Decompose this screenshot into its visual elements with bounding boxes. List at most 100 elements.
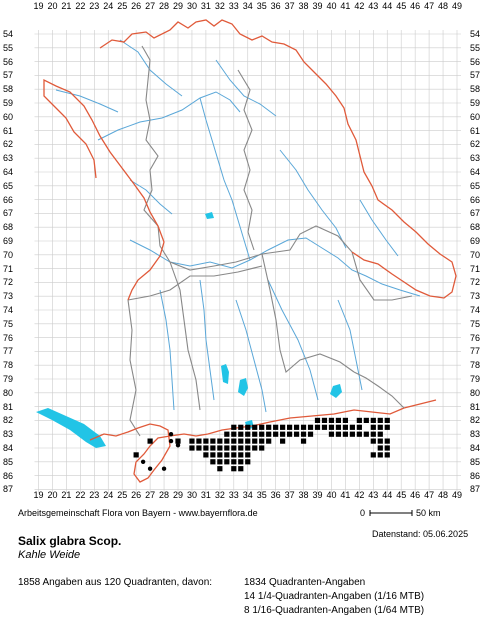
y-label: 71 (3, 263, 14, 274)
y-label: 63 (470, 153, 481, 164)
occurrence-square (377, 438, 383, 444)
occurrence-square (224, 452, 230, 458)
x-label: 39 (312, 1, 323, 11)
x-label: 37 (284, 490, 295, 500)
y-label: 74 (470, 305, 481, 315)
occurrence-square (224, 445, 230, 451)
y-label: 78 (3, 360, 14, 371)
occurrence-square (356, 417, 362, 423)
occurrence-square (287, 431, 293, 437)
x-label: 34 (242, 490, 253, 500)
x-label: 45 (396, 1, 407, 11)
y-label: 69 (3, 236, 14, 246)
occurrence-square (384, 452, 390, 458)
occurrence-square (252, 445, 258, 451)
x-label: 27 (145, 490, 156, 500)
occurrence-square (356, 431, 362, 437)
occurrence-square (287, 424, 293, 430)
x-label: 42 (354, 1, 365, 11)
occurrence-square (238, 438, 244, 444)
x-label: 30 (186, 1, 197, 11)
x-label: 22 (75, 1, 86, 11)
occurrence-square (335, 417, 342, 423)
occurrence-square (307, 424, 314, 430)
occurrence-square (252, 424, 258, 430)
y-label: 72 (470, 277, 481, 288)
occurrence-square (231, 466, 237, 472)
occurrence-square (280, 438, 286, 444)
y-label: 55 (3, 42, 14, 53)
occurrence-square (307, 431, 314, 437)
occurrence-square (370, 431, 376, 437)
x-label: 38 (298, 490, 309, 500)
x-label: 41 (340, 490, 351, 500)
occurrence-dot (140, 459, 146, 464)
y-label: 86 (470, 470, 481, 481)
occurrence-square (349, 431, 355, 437)
y-label: 54 (470, 29, 481, 39)
occurrence-square (245, 438, 251, 444)
x-label: 48 (438, 490, 449, 500)
y-label: 64 (3, 167, 14, 177)
state-border (43, 19, 457, 301)
occurrence-square (259, 445, 265, 451)
x-label: 28 (159, 490, 170, 500)
x-label: 46 (410, 1, 421, 11)
occurrence-dots (140, 432, 181, 471)
x-label: 27 (145, 1, 156, 11)
stat-sixteenth-quadrant: 8 1/16-Quadranten-Angaben (1/64 MTB) (244, 605, 425, 616)
occurrence-square (356, 424, 362, 430)
occurrence-square (224, 438, 230, 444)
occurrence-square (231, 424, 237, 430)
occurrence-square (175, 438, 181, 444)
occurrence-square (321, 417, 328, 423)
occurrence-square (328, 424, 335, 430)
occurrence-square (273, 424, 279, 430)
y-label: 73 (470, 291, 481, 302)
x-label: 32 (214, 490, 225, 500)
y-label: 86 (3, 470, 14, 481)
occurrence-square (196, 445, 202, 451)
x-label: 29 (173, 490, 184, 500)
y-label: 79 (470, 374, 481, 384)
y-label: 80 (470, 387, 481, 398)
x-label: 31 (200, 490, 211, 500)
x-label: 43 (368, 1, 379, 11)
stat-quadrant: 1834 Quadranten-Angaben (244, 577, 366, 588)
occurrence-square (196, 438, 202, 444)
occurrence-square (293, 424, 300, 430)
occurrence-square (252, 431, 258, 437)
x-label: 35 (256, 1, 267, 11)
y-label: 56 (3, 56, 14, 67)
occurrence-square (280, 431, 286, 437)
occurrence-square (224, 459, 230, 465)
species-name: Salix glabra Scop. (18, 534, 122, 548)
y-label: 71 (470, 263, 481, 274)
occurrence-square (321, 424, 328, 430)
occurrence-square (210, 459, 216, 465)
y-label: 60 (470, 111, 481, 122)
occurrence-dot (168, 432, 174, 437)
x-label: 32 (214, 1, 225, 11)
y-label: 66 (3, 194, 14, 205)
x-label: 49 (452, 490, 463, 500)
y-label: 68 (3, 222, 14, 233)
x-label: 47 (424, 1, 435, 11)
occurrence-square (231, 438, 237, 444)
occurrence-square (293, 431, 300, 437)
occurrence-square (342, 424, 348, 430)
y-label: 75 (470, 318, 481, 329)
y-label: 75 (3, 318, 14, 329)
occurrence-square (377, 445, 383, 451)
x-label: 47 (424, 490, 435, 500)
occurrence-square (349, 424, 355, 430)
y-label: 79 (3, 374, 14, 384)
east-boundary (353, 371, 405, 409)
summary-line: 1858 Angaben aus 120 Quadranten, davon: (18, 577, 213, 588)
occurrence-square (231, 452, 237, 458)
occurrence-square (370, 424, 376, 430)
x-label: 36 (270, 490, 281, 500)
occurrence-square (245, 424, 251, 430)
x-label: 20 (47, 490, 58, 500)
